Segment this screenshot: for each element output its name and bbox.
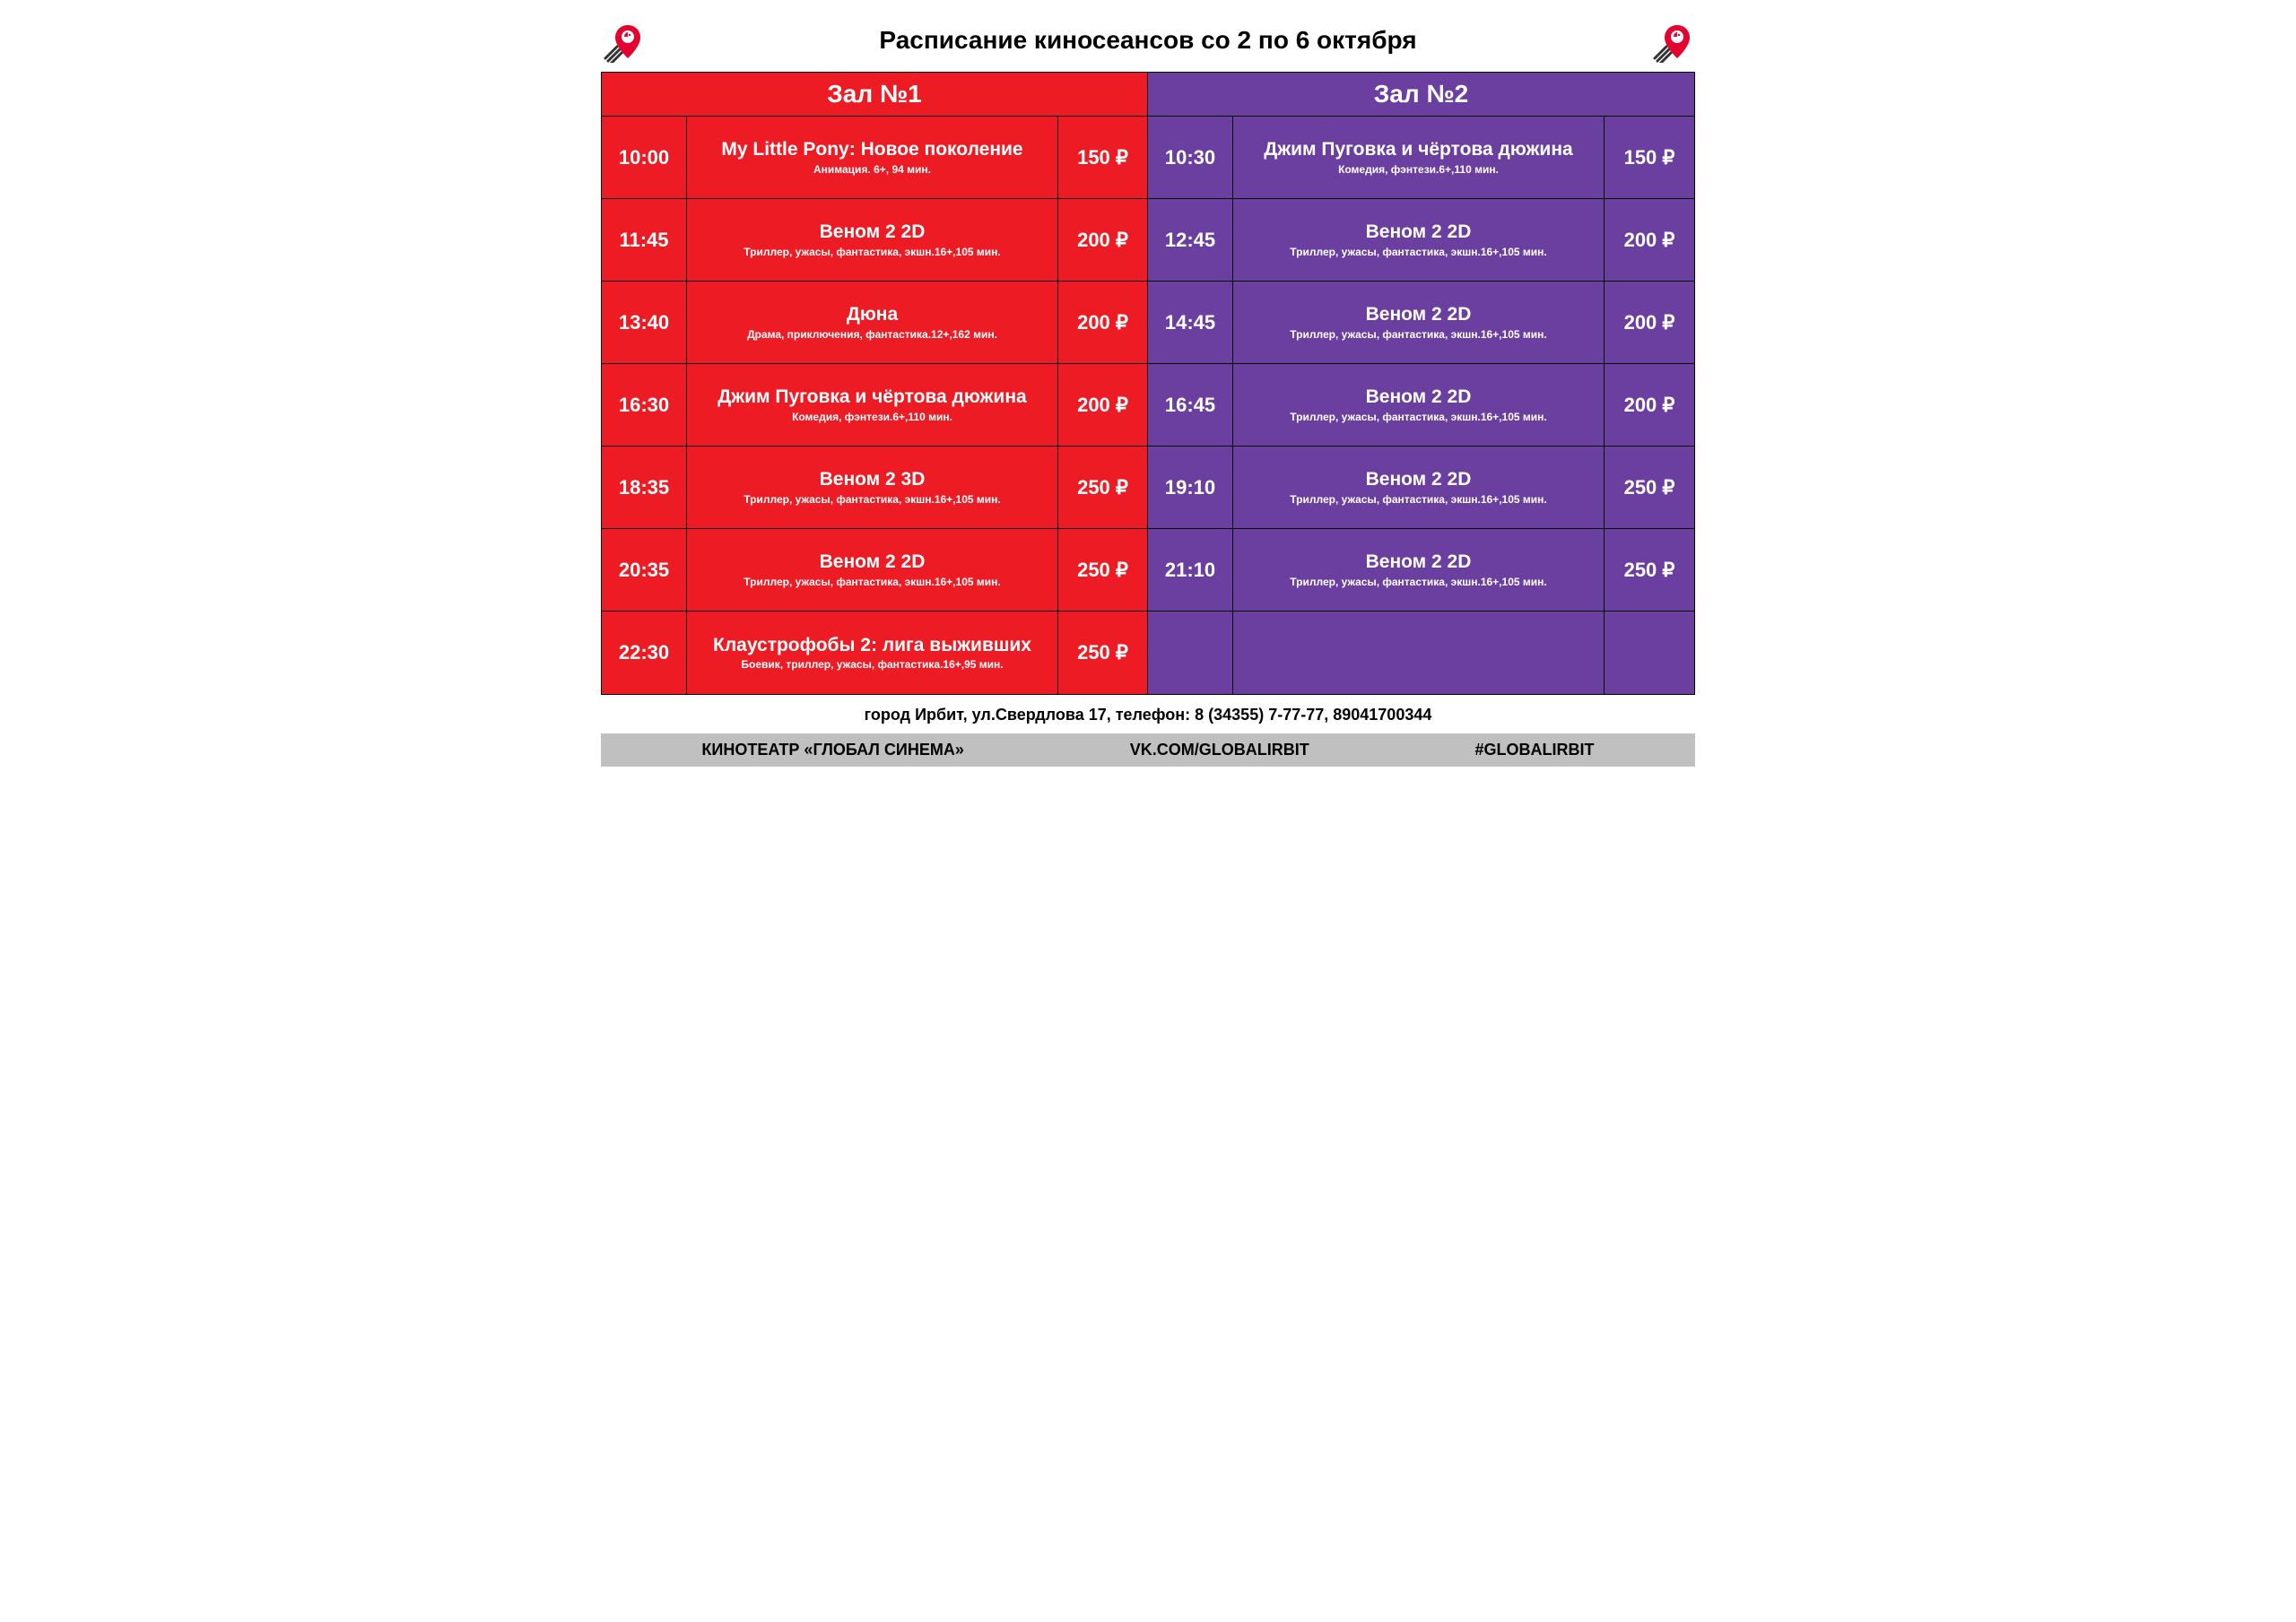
movie-cell: Джим Пуговка и чёртова дюжина Комедия, ф… <box>1233 117 1605 198</box>
price-cell: 250 ₽ <box>1058 529 1148 611</box>
table-row: 16:30 Джим Пуговка и чёртова дюжина Коме… <box>602 364 1148 447</box>
price-cell: 200 ₽ <box>1605 199 1694 281</box>
logo-left <box>601 18 646 63</box>
movie-title: Дюна <box>847 303 898 325</box>
movie-subtitle: Триллер, ужасы, фантастика, экшн.16+,105… <box>1290 493 1546 507</box>
movie-title: Веном 2 2D <box>1366 221 1472 243</box>
movie-cell: Веном 2 2D Триллер, ужасы, фантастика, э… <box>1233 282 1605 363</box>
time-cell: 16:30 <box>602 364 687 446</box>
movie-cell: Клаустрофобы 2: лига выживших Боевик, тр… <box>687 612 1058 694</box>
hall-1-header: Зал №1 <box>602 73 1148 117</box>
time-cell: 19:10 <box>1148 447 1233 528</box>
table-row: 11:45 Веном 2 2D Триллер, ужасы, фантаст… <box>602 199 1148 282</box>
time-cell: 10:30 <box>1148 117 1233 198</box>
footer-vk-link: VK.COM/GLOBALIRBIT <box>1130 741 1309 759</box>
price-cell: 150 ₽ <box>1058 117 1148 198</box>
movie-subtitle: Анимация. 6+, 94 мин. <box>813 163 931 177</box>
movie-title: Веном 2 2D <box>1366 386 1472 408</box>
movie-title: Веном 2 2D <box>820 221 926 243</box>
movie-subtitle: Комедия, фэнтези.6+,110 мин. <box>792 411 952 424</box>
price-cell: 250 ₽ <box>1605 447 1694 528</box>
movie-cell: Веном 2 2D Триллер, ужасы, фантастика, э… <box>1233 199 1605 281</box>
hall-2-column: Зал №2 10:30 Джим Пуговка и чёртова дюжи… <box>1148 73 1694 694</box>
movie-title: Клаустрофобы 2: лига выживших <box>713 634 1031 656</box>
movie-title: Веном 2 3D <box>820 468 926 490</box>
movie-subtitle: Триллер, ужасы, фантастика, экшн.16+,105… <box>744 576 1000 589</box>
movie-cell: Дюна Драма, приключения, фантастика.12+,… <box>687 282 1058 363</box>
movie-subtitle: Триллер, ужасы, фантастика, экшн.16+,105… <box>1290 576 1546 589</box>
movie-cell: Веном 2 2D Триллер, ужасы, фантастика, э… <box>1233 447 1605 528</box>
movie-subtitle: Триллер, ужасы, фантастика, экшн.16+,105… <box>1290 246 1546 259</box>
movie-subtitle: Триллер, ужасы, фантастика, экшн.16+,105… <box>744 493 1000 507</box>
movie-cell <box>1233 612 1605 694</box>
time-cell: 11:45 <box>602 199 687 281</box>
price-cell: 250 ₽ <box>1605 529 1694 611</box>
time-cell: 13:40 <box>602 282 687 363</box>
table-row: 21:10 Веном 2 2D Триллер, ужасы, фантаст… <box>1148 529 1694 612</box>
time-cell: 22:30 <box>602 612 687 694</box>
price-cell: 200 ₽ <box>1605 282 1694 363</box>
header: Расписание киносеансов со 2 по 6 октября <box>601 18 1695 63</box>
price-cell <box>1605 612 1694 694</box>
table-row: 18:35 Веном 2 3D Триллер, ужасы, фантаст… <box>602 447 1148 529</box>
footer-hashtag: #GLOBALIRBIT <box>1475 741 1595 759</box>
movie-subtitle: Комедия, фэнтези.6+,110 мин. <box>1338 163 1499 177</box>
footer-bar: КИНОТЕАТР «ГЛОБАЛ СИНЕМА» VK.COM/GLOBALI… <box>601 733 1695 767</box>
movie-subtitle: Боевик, триллер, ужасы, фантастика.16+,9… <box>741 658 1003 672</box>
hall-1-column: Зал №1 10:00 My Little Pony: Новое покол… <box>602 73 1148 694</box>
time-cell: 21:10 <box>1148 529 1233 611</box>
movie-cell: Веном 2 3D Триллер, ужасы, фантастика, э… <box>687 447 1058 528</box>
table-row: 20:35 Веном 2 2D Триллер, ужасы, фантаст… <box>602 529 1148 612</box>
price-cell: 200 ₽ <box>1058 282 1148 363</box>
movie-cell: Веном 2 2D Триллер, ужасы, фантастика, э… <box>687 529 1058 611</box>
time-cell: 10:00 <box>602 117 687 198</box>
table-row: 10:30 Джим Пуговка и чёртова дюжина Коме… <box>1148 117 1694 199</box>
movie-subtitle: Триллер, ужасы, фантастика, экшн.16+,105… <box>744 246 1000 259</box>
price-cell: 250 ₽ <box>1058 447 1148 528</box>
movie-title: Веном 2 2D <box>1366 551 1472 573</box>
table-row: 22:30 Клаустрофобы 2: лига выживших Боев… <box>602 612 1148 694</box>
movie-title: Веном 2 2D <box>1366 303 1472 325</box>
time-cell: 12:45 <box>1148 199 1233 281</box>
movie-cell: Веном 2 2D Триллер, ужасы, фантастика, э… <box>1233 364 1605 446</box>
time-cell: 20:35 <box>602 529 687 611</box>
time-cell <box>1148 612 1233 694</box>
table-row: 19:10 Веном 2 2D Триллер, ужасы, фантаст… <box>1148 447 1694 529</box>
movie-cell: Веном 2 2D Триллер, ужасы, фантастика, э… <box>1233 529 1605 611</box>
price-cell: 250 ₽ <box>1058 612 1148 694</box>
movie-title: Джим Пуговка и чёртова дюжина <box>1264 138 1572 160</box>
schedule-table: Зал №1 10:00 My Little Pony: Новое покол… <box>601 72 1695 695</box>
time-cell: 16:45 <box>1148 364 1233 446</box>
movie-subtitle: Триллер, ужасы, фантастика, экшн.16+,105… <box>1290 411 1546 424</box>
movie-title: Веном 2 2D <box>820 551 926 573</box>
page-title: Расписание киносеансов со 2 по 6 октября <box>646 26 1650 55</box>
movie-cell: My Little Pony: Новое поколение Анимация… <box>687 117 1058 198</box>
table-row: 13:40 Дюна Драма, приключения, фантастик… <box>602 282 1148 364</box>
movie-title: Веном 2 2D <box>1366 468 1472 490</box>
table-row: 16:45 Веном 2 2D Триллер, ужасы, фантаст… <box>1148 364 1694 447</box>
price-cell: 200 ₽ <box>1058 199 1148 281</box>
footer-address: город Ирбит, ул.Свердлова 17, телефон: 8… <box>601 706 1695 724</box>
movie-subtitle: Драма, приключения, фантастика.12+,162 м… <box>747 328 997 342</box>
price-cell: 200 ₽ <box>1058 364 1148 446</box>
movie-subtitle: Триллер, ужасы, фантастика, экшн.16+,105… <box>1290 328 1546 342</box>
table-row: 14:45 Веном 2 2D Триллер, ужасы, фантаст… <box>1148 282 1694 364</box>
price-cell: 150 ₽ <box>1605 117 1694 198</box>
footer-cinema-name: КИНОТЕАТР «ГЛОБАЛ СИНЕМА» <box>701 741 963 759</box>
table-row <box>1148 612 1694 694</box>
movie-title: Джим Пуговка и чёртова дюжина <box>718 386 1026 408</box>
logo-right <box>1650 18 1695 63</box>
hall-2-header: Зал №2 <box>1148 73 1694 117</box>
table-row: 12:45 Веном 2 2D Триллер, ужасы, фантаст… <box>1148 199 1694 282</box>
time-cell: 14:45 <box>1148 282 1233 363</box>
movie-cell: Джим Пуговка и чёртова дюжина Комедия, ф… <box>687 364 1058 446</box>
time-cell: 18:35 <box>602 447 687 528</box>
movie-title: My Little Pony: Новое поколение <box>721 138 1022 160</box>
table-row: 10:00 My Little Pony: Новое поколение Ан… <box>602 117 1148 199</box>
movie-cell: Веном 2 2D Триллер, ужасы, фантастика, э… <box>687 199 1058 281</box>
price-cell: 200 ₽ <box>1605 364 1694 446</box>
